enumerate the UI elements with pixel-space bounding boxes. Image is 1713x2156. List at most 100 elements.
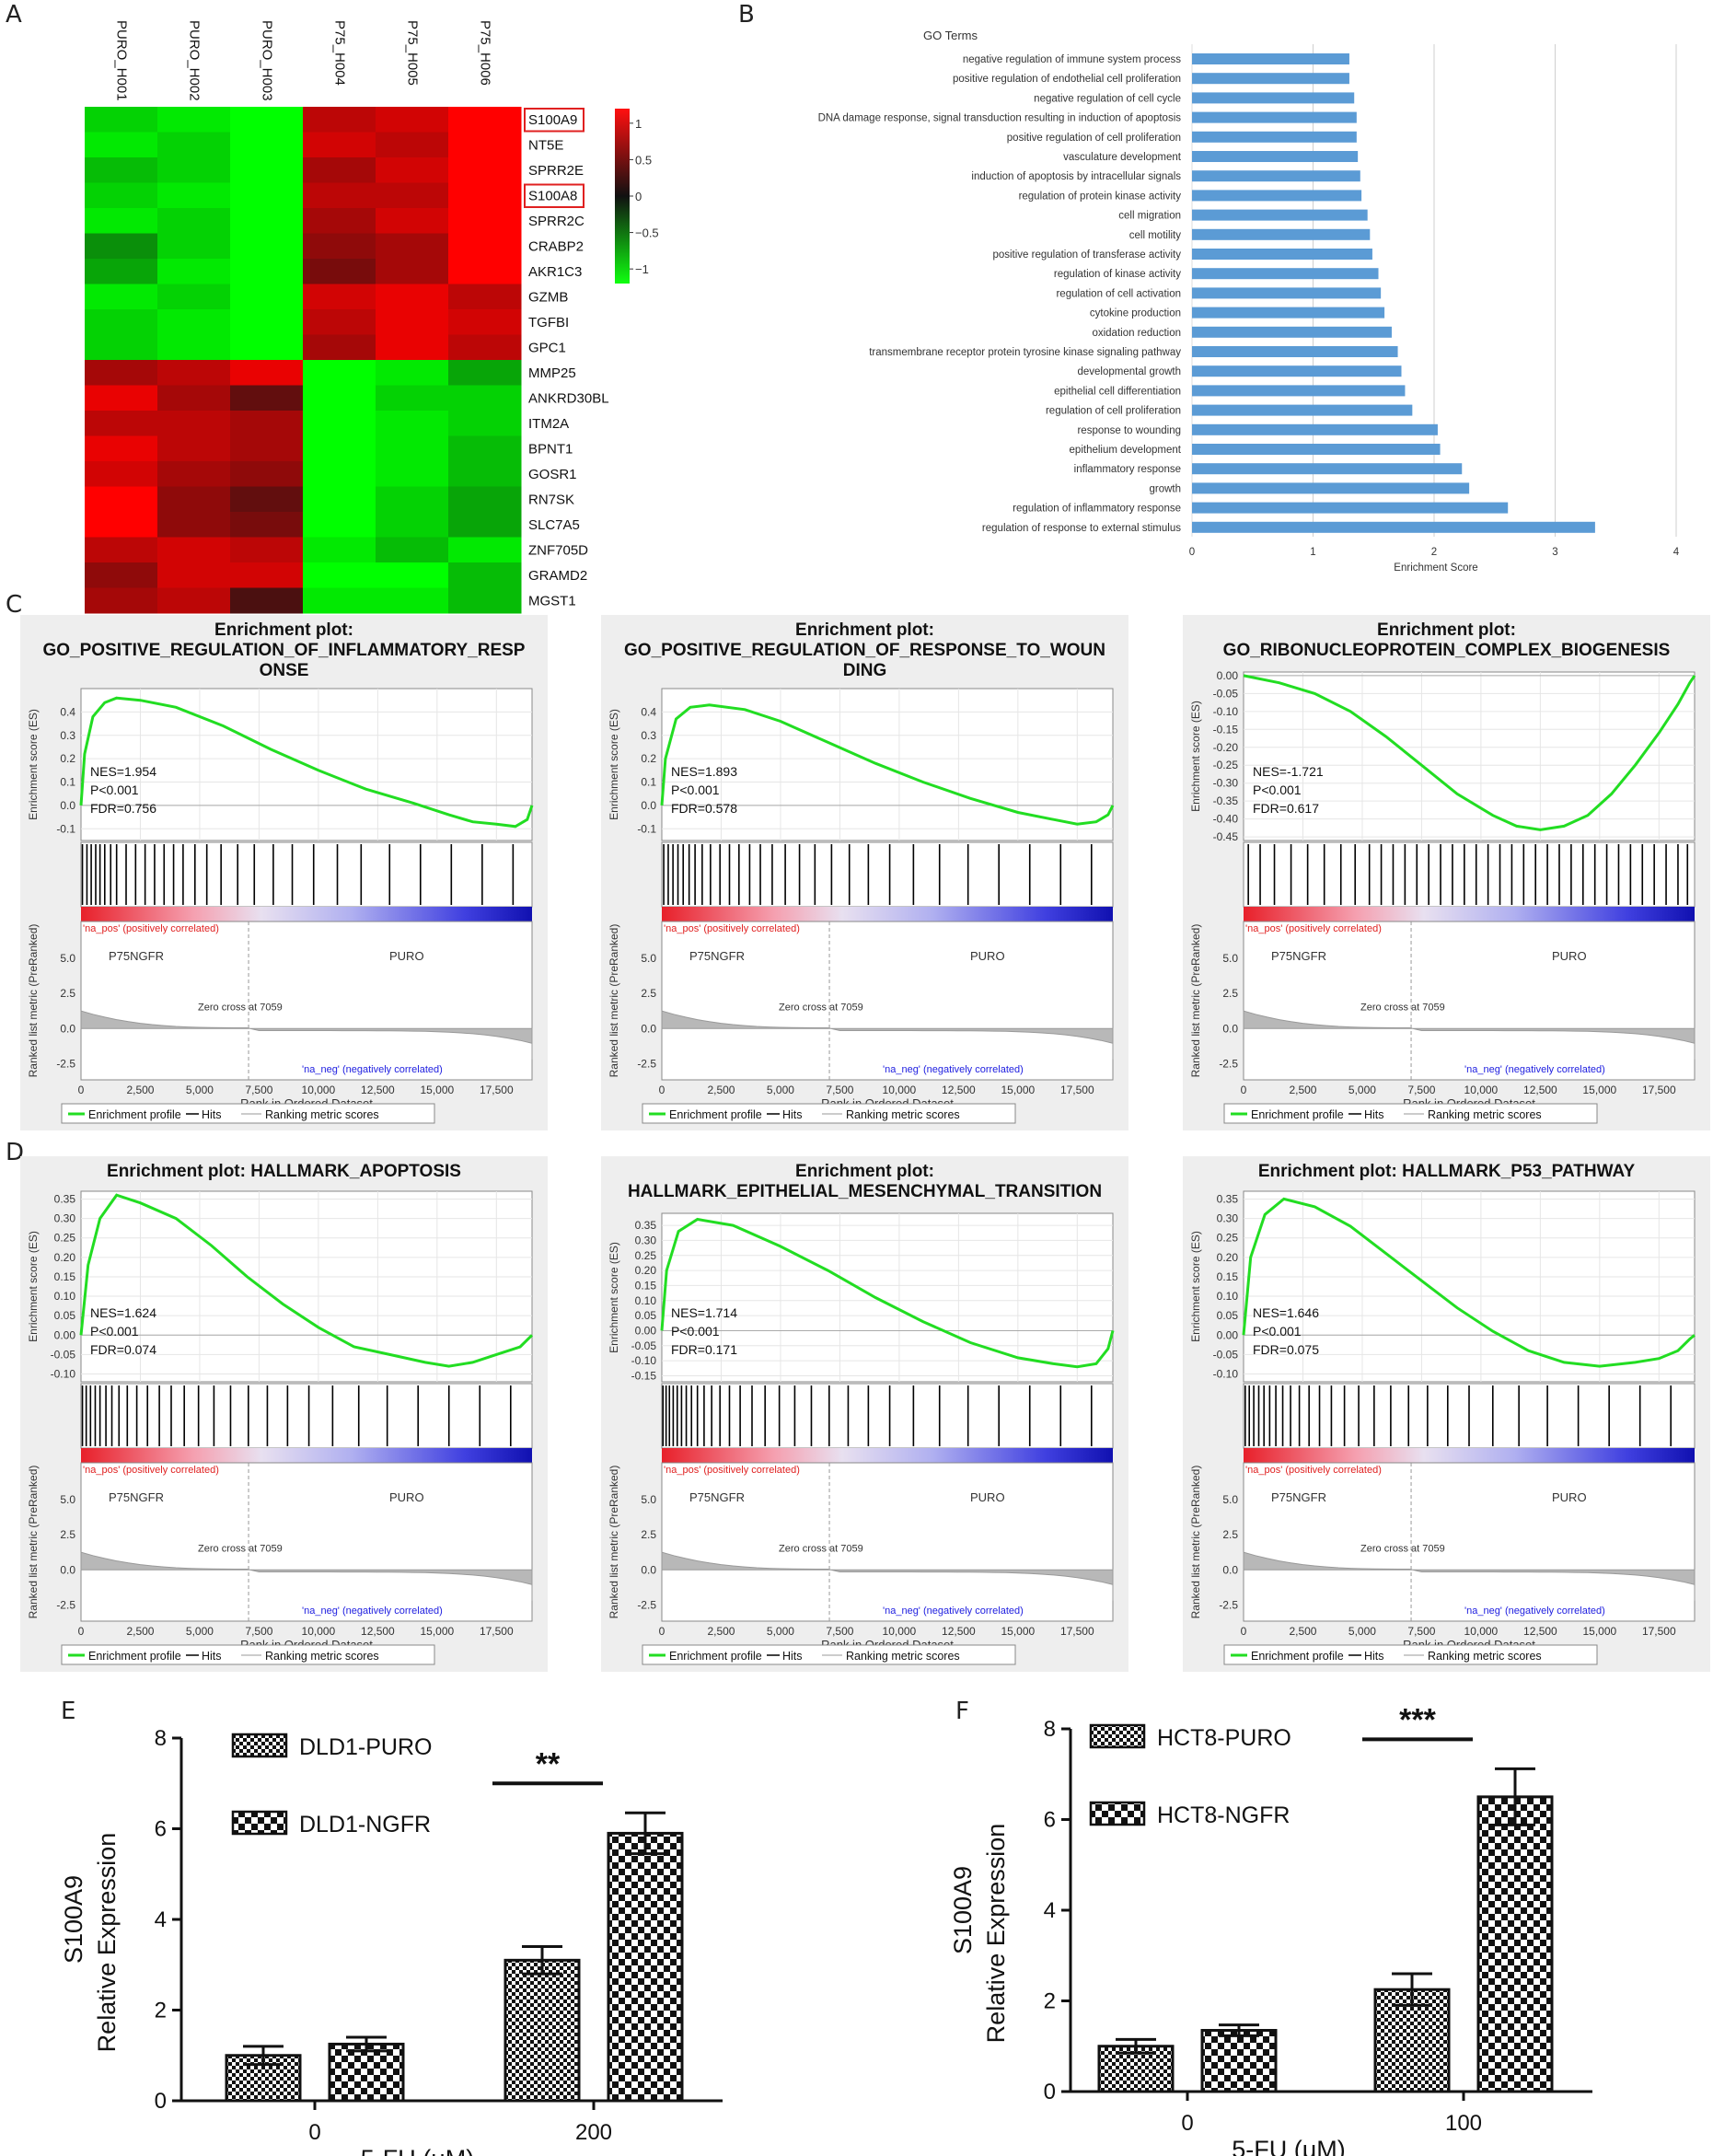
colorbar-tick-label: 1	[635, 117, 642, 131]
heatmap-gene-label: CRABP2	[528, 238, 584, 254]
legend-swatch	[231, 1810, 288, 1836]
heatmap-gene-label: RN7SK	[528, 492, 574, 507]
gsea-title: HALLMARK_EPITHELIAL_MESENCHYMAL_TRANSITI…	[628, 1182, 1102, 1201]
gsea-stat: P<0.001	[90, 1324, 139, 1339]
es-y-tick: 0.1	[641, 776, 656, 789]
es-y-tick: 0.05	[1217, 1309, 1239, 1322]
rank-x-tick: 12,500	[1523, 1084, 1557, 1096]
legend-item: Ranking metric scores	[846, 1108, 960, 1121]
metric-y-tick: 5.0	[60, 952, 75, 965]
x-tick-label: 0	[308, 2120, 320, 2145]
pos-correlated-label: 'na_pos' (positively correlated)	[664, 923, 800, 934]
rank-x-tick: 12,500	[361, 1625, 395, 1638]
heatmap-cell	[157, 182, 231, 209]
rank-x-tick: 10,000	[302, 1625, 336, 1638]
heatmap-cell	[303, 562, 376, 588]
x-tick-label: 0	[1189, 547, 1195, 558]
es-y-tick: -0.1	[56, 822, 75, 835]
go-terms-title: GO Terms	[923, 29, 978, 42]
rank-x-tick: 17,500	[1642, 1625, 1676, 1638]
legend-swatch	[1089, 1801, 1146, 1826]
es-y-tick: 0.20	[54, 1251, 76, 1264]
es-y-tick: 0.2	[641, 752, 656, 765]
rank-x-tick: 2,500	[1289, 1625, 1316, 1638]
heatmap-cell	[157, 461, 231, 487]
x-tick-label: 200	[575, 2120, 612, 2145]
pos-correlated-label: 'na_pos' (positively correlated)	[1245, 923, 1382, 934]
heatmap-cell	[85, 461, 158, 487]
metric-y-tick: -2.5	[56, 1057, 75, 1070]
gsea-plot-c3: Enrichment plot:GO_RIBONUCLEOPROTEIN_COM…	[1183, 615, 1710, 1130]
gsea-stat: NES=1.893	[671, 764, 737, 779]
heatmap-cell	[157, 435, 231, 462]
go-bar	[1192, 365, 1402, 377]
heatmap-cell	[230, 435, 304, 462]
y-axis-title-gene: S100A9	[60, 1875, 87, 1964]
gsea-title: ONSE	[260, 661, 309, 680]
enrichment-profile-line	[660, 1217, 1115, 1369]
rank-color-bar	[1244, 1448, 1695, 1463]
heatmap-cell	[376, 334, 449, 361]
rank-x-tick: 5,000	[1348, 1084, 1376, 1096]
rank-x-tick: 2,500	[707, 1084, 735, 1096]
es-y-tick: -0.15	[1213, 723, 1239, 736]
hits-area	[1243, 841, 1696, 908]
heatmap-cell	[157, 132, 231, 158]
enrichment-profile-line	[1243, 674, 1696, 831]
rank-x-tick: 7,500	[826, 1625, 853, 1638]
heatmap-cell	[448, 411, 522, 436]
go-bar	[1192, 307, 1385, 319]
rank-x-tick: 0	[78, 1625, 85, 1638]
heatmap-cell	[157, 208, 231, 234]
right-group-label: PURO	[389, 949, 424, 963]
heatmap-cell	[376, 587, 449, 614]
heatmap-cell	[448, 132, 522, 158]
es-y-tick: -0.45	[1213, 830, 1239, 843]
gsea-title: Enrichment plot:	[795, 620, 934, 640]
right-group-label: PURO	[389, 1490, 424, 1504]
go-term-label: regulation of protein kinase activity	[1019, 191, 1182, 202]
enrichment-profile-line	[79, 1193, 534, 1368]
right-group-label: PURO	[1552, 1490, 1587, 1504]
rank-x-tick: 0	[659, 1625, 666, 1638]
metric-y-axis-title: Ranked list metric (PreRanked)	[1189, 1466, 1202, 1619]
heatmap-cell	[230, 284, 304, 310]
heatmap-gene-label: AKR1C3	[528, 264, 582, 280]
pos-correlated-label: 'na_pos' (positively correlated)	[83, 923, 219, 934]
es-y-tick: -0.25	[1213, 759, 1239, 771]
colorbar-tick-label: −0.5	[635, 226, 659, 240]
legend-item: Ranking metric scores	[846, 1650, 960, 1663]
rank-x-tick: 15,000	[1582, 1084, 1616, 1096]
legend-item: Hits	[782, 1650, 803, 1663]
gsea-title: Enrichment plot: HALLMARK_P53_PATHWAY	[1258, 1162, 1636, 1181]
heatmap-gene-label: GRAMD2	[528, 568, 587, 584]
go-term-label: positive regulation of cell proliferatio…	[1007, 133, 1181, 144]
go-bar	[1192, 346, 1398, 357]
es-y-tick: 0.25	[1217, 1232, 1239, 1245]
zero-cross-label: Zero cross at 7059	[1360, 1543, 1445, 1554]
bar	[328, 2042, 405, 2103]
es-y-tick: 0.35	[1217, 1192, 1239, 1205]
rank-color-bar	[81, 907, 532, 922]
pos-correlated-label: 'na_pos' (positively correlated)	[664, 1465, 800, 1476]
gsea-stat: P<0.001	[90, 782, 139, 797]
heatmap-cell	[230, 182, 304, 209]
heatmap-cell	[230, 132, 304, 158]
heatmap-cell	[85, 435, 158, 462]
heatmap-cell	[376, 411, 449, 436]
heatmap-gene-label: TGFBI	[528, 315, 569, 330]
highlight-box	[524, 108, 585, 133]
es-y-tick: 0.05	[54, 1309, 76, 1322]
metric-plot-area	[661, 921, 1114, 1081]
gsea-title: DING	[843, 661, 887, 680]
heatmap-cell	[85, 562, 158, 588]
pos-correlated-label: 'na_pos' (positively correlated)	[1245, 1465, 1382, 1476]
gsea-plot-c1: Enrichment plot:GO_POSITIVE_REGULATION_O…	[20, 615, 548, 1130]
heatmap-cell	[230, 233, 304, 260]
ranking-metric-area	[661, 1551, 1114, 1601]
heatmap-cell	[448, 334, 522, 361]
rank-x-tick: 2,500	[707, 1625, 735, 1638]
rank-x-tick: 17,500	[480, 1084, 514, 1096]
heatmap-cell	[303, 461, 376, 487]
heatmap-cell	[85, 537, 158, 563]
